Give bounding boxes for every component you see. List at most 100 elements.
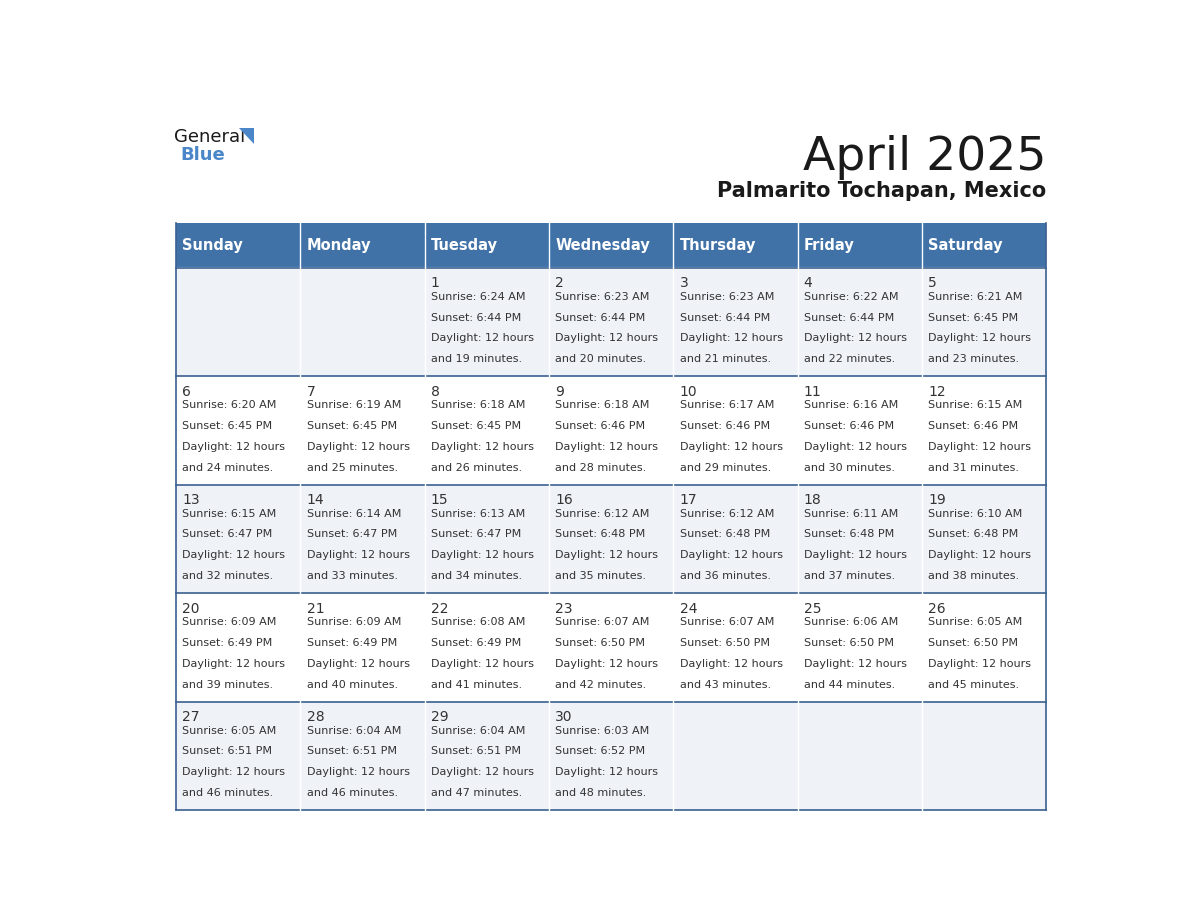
Text: Daylight: 12 hours: Daylight: 12 hours	[307, 767, 410, 778]
Text: Daylight: 12 hours: Daylight: 12 hours	[307, 550, 410, 560]
Text: Sunrise: 6:05 AM: Sunrise: 6:05 AM	[182, 725, 277, 735]
Text: Sunset: 6:49 PM: Sunset: 6:49 PM	[307, 638, 397, 648]
Text: 25: 25	[804, 601, 821, 616]
Text: Blue: Blue	[181, 145, 226, 163]
Text: Daylight: 12 hours: Daylight: 12 hours	[307, 442, 410, 452]
Bar	[176, 376, 1047, 485]
Text: Daylight: 12 hours: Daylight: 12 hours	[680, 550, 783, 560]
Text: Daylight: 12 hours: Daylight: 12 hours	[928, 442, 1031, 452]
Text: Daylight: 12 hours: Daylight: 12 hours	[431, 659, 533, 668]
Text: Sunset: 6:46 PM: Sunset: 6:46 PM	[680, 421, 770, 431]
Text: Sunrise: 6:20 AM: Sunrise: 6:20 AM	[182, 400, 277, 410]
Text: Sunset: 6:47 PM: Sunset: 6:47 PM	[182, 530, 272, 540]
Text: and 45 minutes.: and 45 minutes.	[928, 679, 1019, 689]
Text: Sunset: 6:44 PM: Sunset: 6:44 PM	[680, 313, 770, 322]
Text: Sunrise: 6:18 AM: Sunrise: 6:18 AM	[555, 400, 650, 410]
Text: Sunrise: 6:12 AM: Sunrise: 6:12 AM	[680, 509, 773, 519]
Text: 2: 2	[555, 276, 564, 290]
Text: 27: 27	[182, 710, 200, 724]
Text: Sunset: 6:50 PM: Sunset: 6:50 PM	[928, 638, 1018, 648]
Text: Sunrise: 6:22 AM: Sunrise: 6:22 AM	[804, 292, 898, 302]
Text: Sunset: 6:48 PM: Sunset: 6:48 PM	[804, 530, 895, 540]
Bar	[176, 701, 1047, 810]
Text: 12: 12	[928, 385, 946, 398]
Bar	[549, 223, 674, 268]
Text: Palmarito Tochapan, Mexico: Palmarito Tochapan, Mexico	[716, 181, 1047, 201]
Text: 20: 20	[182, 601, 200, 616]
Text: Daylight: 12 hours: Daylight: 12 hours	[928, 550, 1031, 560]
Text: Sunrise: 6:09 AM: Sunrise: 6:09 AM	[182, 617, 277, 627]
Text: Daylight: 12 hours: Daylight: 12 hours	[680, 442, 783, 452]
Text: Sunset: 6:49 PM: Sunset: 6:49 PM	[182, 638, 272, 648]
Text: Sunrise: 6:12 AM: Sunrise: 6:12 AM	[555, 509, 650, 519]
Text: Sunrise: 6:10 AM: Sunrise: 6:10 AM	[928, 509, 1023, 519]
Text: Sunrise: 6:05 AM: Sunrise: 6:05 AM	[928, 617, 1023, 627]
Text: Sunrise: 6:24 AM: Sunrise: 6:24 AM	[431, 292, 525, 302]
Text: and 34 minutes.: and 34 minutes.	[431, 571, 522, 581]
Text: Daylight: 12 hours: Daylight: 12 hours	[182, 442, 285, 452]
Text: and 37 minutes.: and 37 minutes.	[804, 571, 895, 581]
Text: Daylight: 12 hours: Daylight: 12 hours	[555, 550, 658, 560]
Text: Sunrise: 6:13 AM: Sunrise: 6:13 AM	[431, 509, 525, 519]
Text: Sunrise: 6:15 AM: Sunrise: 6:15 AM	[928, 400, 1023, 410]
Text: and 28 minutes.: and 28 minutes.	[555, 463, 646, 473]
Text: Sunset: 6:45 PM: Sunset: 6:45 PM	[928, 313, 1018, 322]
Text: and 35 minutes.: and 35 minutes.	[555, 571, 646, 581]
Text: Daylight: 12 hours: Daylight: 12 hours	[182, 767, 285, 778]
Text: 30: 30	[555, 710, 573, 724]
Text: 9: 9	[555, 385, 564, 398]
Text: Sunrise: 6:14 AM: Sunrise: 6:14 AM	[307, 509, 402, 519]
Text: Sunset: 6:44 PM: Sunset: 6:44 PM	[555, 313, 645, 322]
Text: Daylight: 12 hours: Daylight: 12 hours	[431, 442, 533, 452]
Bar	[674, 223, 797, 268]
Text: and 47 minutes.: and 47 minutes.	[431, 788, 523, 798]
Text: Sunrise: 6:18 AM: Sunrise: 6:18 AM	[431, 400, 525, 410]
Text: 15: 15	[431, 493, 449, 507]
Text: Daylight: 12 hours: Daylight: 12 hours	[431, 767, 533, 778]
Text: Friday: Friday	[804, 238, 854, 253]
Text: Sunrise: 6:09 AM: Sunrise: 6:09 AM	[307, 617, 402, 627]
Text: Daylight: 12 hours: Daylight: 12 hours	[680, 659, 783, 668]
Text: and 20 minutes.: and 20 minutes.	[555, 354, 646, 364]
Text: Daylight: 12 hours: Daylight: 12 hours	[182, 659, 285, 668]
Text: and 42 minutes.: and 42 minutes.	[555, 679, 646, 689]
Text: Daylight: 12 hours: Daylight: 12 hours	[804, 550, 906, 560]
Text: Sunset: 6:47 PM: Sunset: 6:47 PM	[307, 530, 397, 540]
Text: Sunset: 6:50 PM: Sunset: 6:50 PM	[804, 638, 893, 648]
Text: 22: 22	[431, 601, 448, 616]
Text: Tuesday: Tuesday	[431, 238, 498, 253]
Text: and 31 minutes.: and 31 minutes.	[928, 463, 1019, 473]
Text: 16: 16	[555, 493, 573, 507]
Text: 19: 19	[928, 493, 946, 507]
Text: 21: 21	[307, 601, 324, 616]
Text: April 2025: April 2025	[803, 135, 1047, 180]
Bar	[922, 223, 1047, 268]
Bar	[797, 223, 922, 268]
Text: and 48 minutes.: and 48 minutes.	[555, 788, 646, 798]
Text: and 41 minutes.: and 41 minutes.	[431, 679, 522, 689]
Text: Sunset: 6:50 PM: Sunset: 6:50 PM	[555, 638, 645, 648]
Bar	[176, 223, 301, 268]
Text: 5: 5	[928, 276, 937, 290]
Bar	[301, 223, 424, 268]
Text: and 26 minutes.: and 26 minutes.	[431, 463, 522, 473]
Text: and 33 minutes.: and 33 minutes.	[307, 571, 398, 581]
Text: Daylight: 12 hours: Daylight: 12 hours	[307, 659, 410, 668]
Text: 17: 17	[680, 493, 697, 507]
Text: and 46 minutes.: and 46 minutes.	[307, 788, 398, 798]
Text: and 32 minutes.: and 32 minutes.	[182, 571, 273, 581]
Text: Sunset: 6:45 PM: Sunset: 6:45 PM	[182, 421, 272, 431]
Bar	[176, 268, 1047, 376]
Text: and 43 minutes.: and 43 minutes.	[680, 679, 771, 689]
Text: Sunset: 6:51 PM: Sunset: 6:51 PM	[182, 746, 272, 756]
Text: 6: 6	[182, 385, 191, 398]
Text: Sunset: 6:44 PM: Sunset: 6:44 PM	[431, 313, 522, 322]
Text: Sunset: 6:49 PM: Sunset: 6:49 PM	[431, 638, 522, 648]
Text: Daylight: 12 hours: Daylight: 12 hours	[555, 659, 658, 668]
Polygon shape	[239, 128, 254, 144]
Text: 29: 29	[431, 710, 449, 724]
Text: Sunset: 6:46 PM: Sunset: 6:46 PM	[804, 421, 893, 431]
Bar	[425, 223, 549, 268]
Text: Daylight: 12 hours: Daylight: 12 hours	[680, 333, 783, 343]
Text: 28: 28	[307, 710, 324, 724]
